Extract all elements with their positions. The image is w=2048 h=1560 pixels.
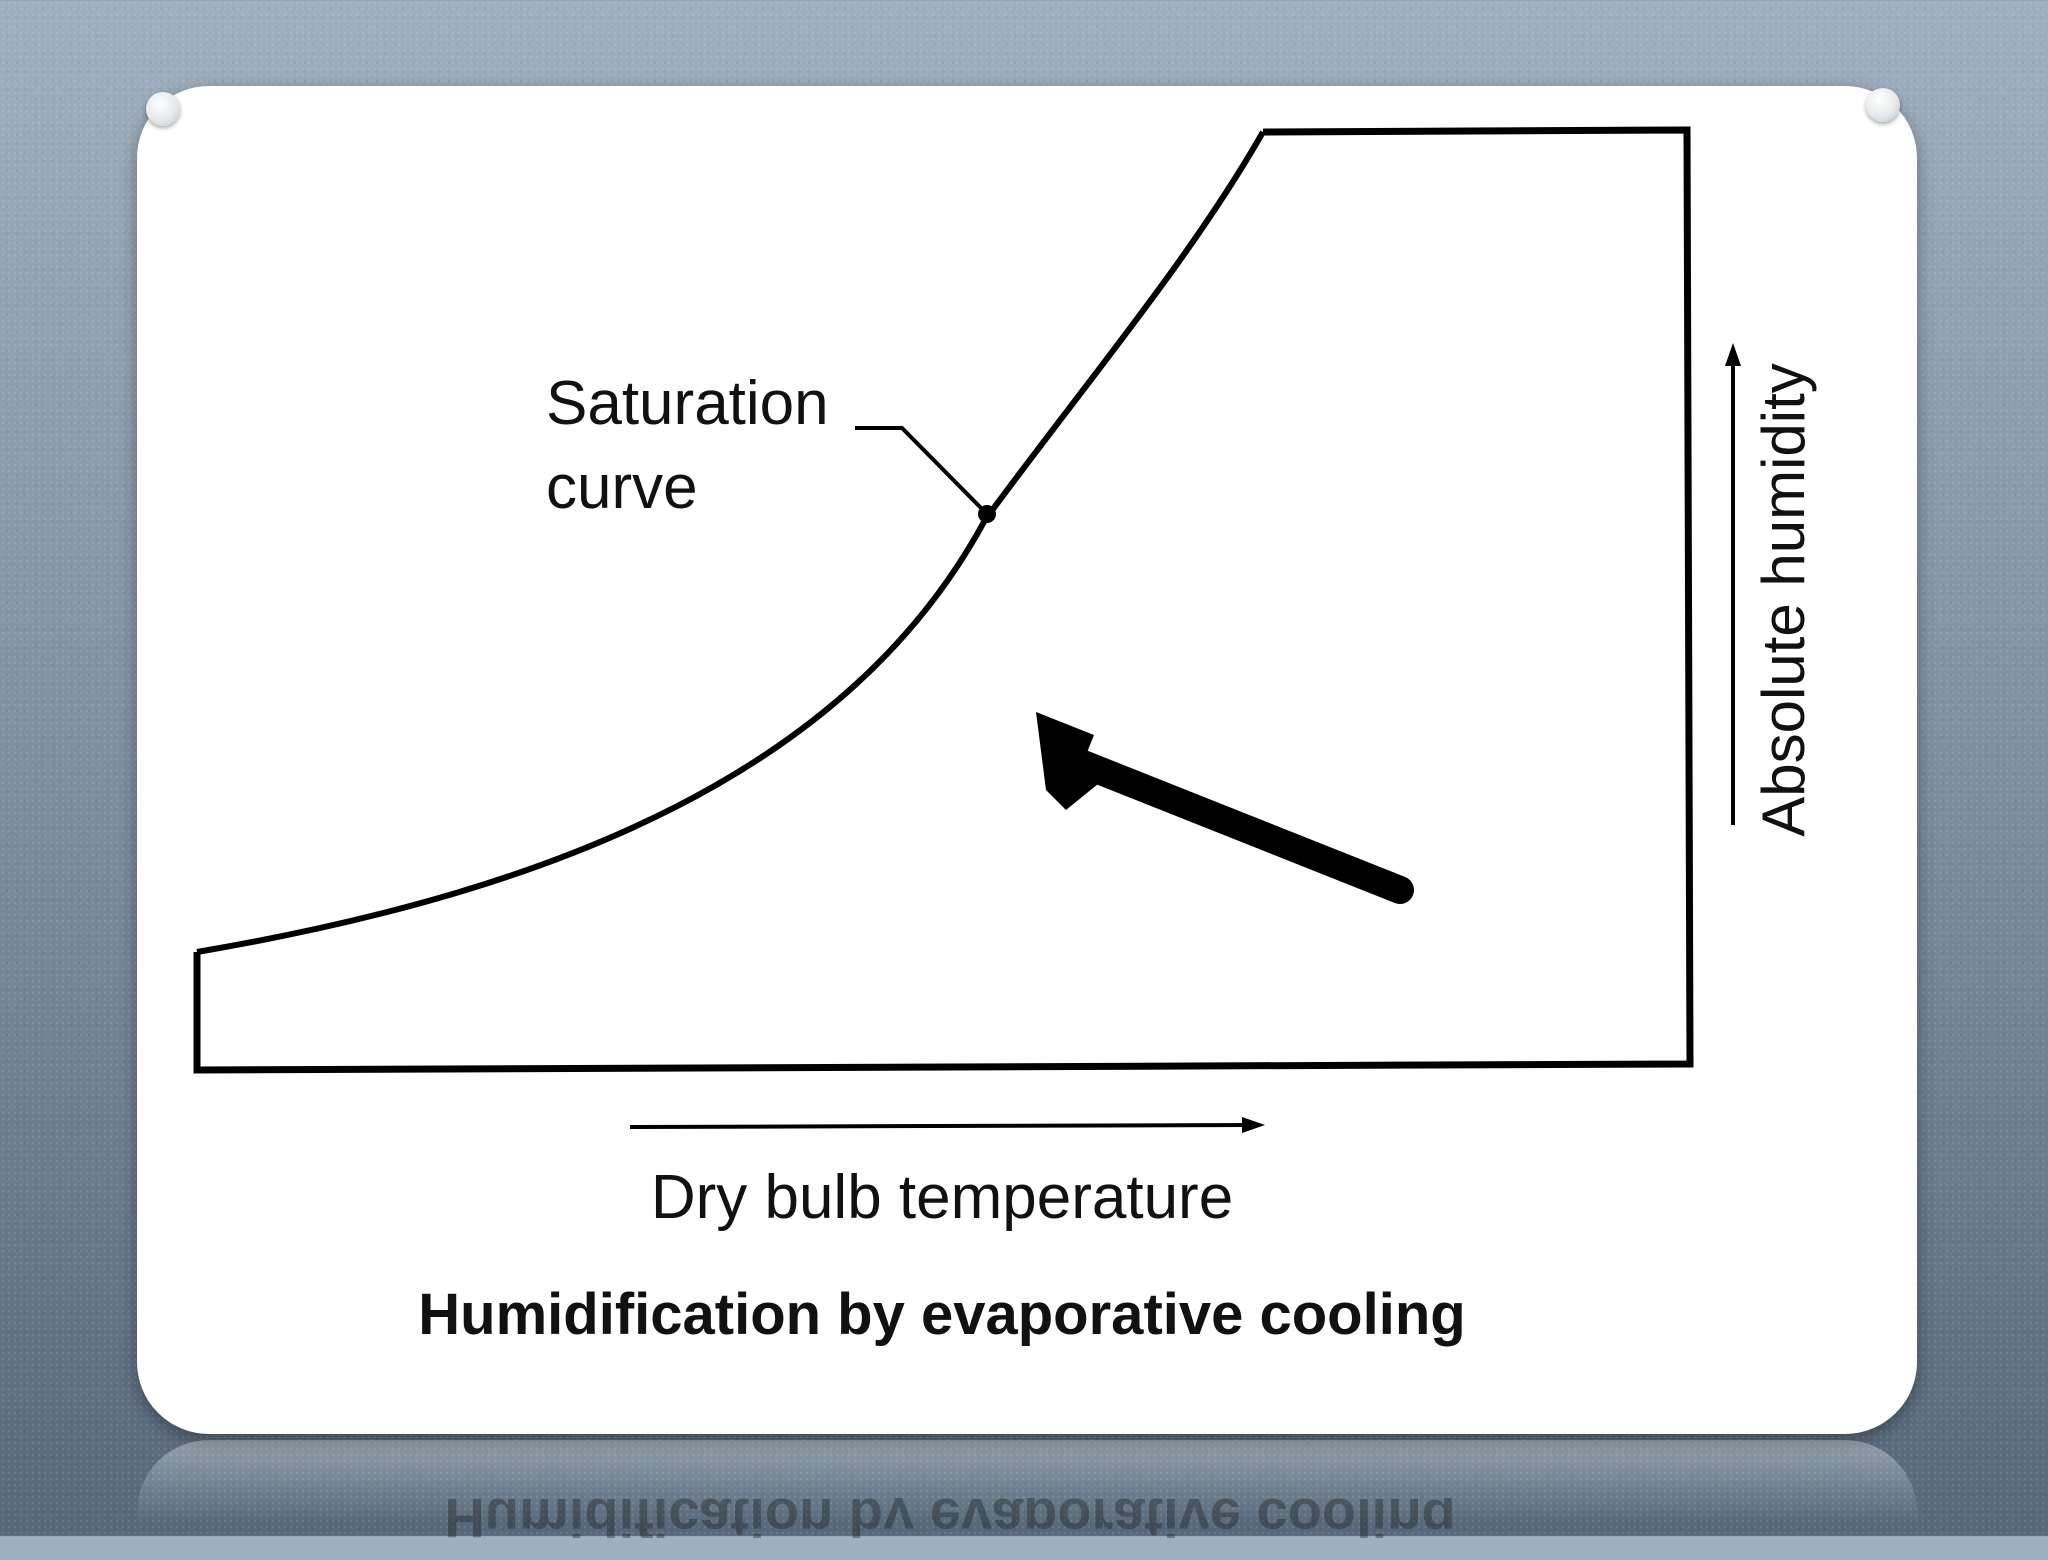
chart-boundary [193,126,1694,1074]
saturation-leader-dot [978,505,996,523]
x-axis-arrow-head [1242,1117,1265,1133]
saturation-label-line2: curve [546,453,698,522]
x-axis-label: Dry bulb temperature [651,1163,1233,1232]
saturation-curve [196,130,1266,955]
diagram-caption: Humidification by evaporative cooling [418,1282,1465,1347]
saturation-label-line1: Saturation [546,369,829,438]
process-arrow-head-tip [1036,712,1098,810]
saturation-leader-line [855,426,987,514]
x-axis-arrow-line [629,1123,1251,1129]
pin-top-right-icon [1866,88,1900,122]
process-arrow-shaft [1054,744,1414,904]
y-axis-label: Absolute humidity [1750,363,1817,837]
diagram-card [137,86,1917,1434]
pin-top-left-icon [146,92,180,126]
y-axis-arrow-head [1725,343,1741,366]
